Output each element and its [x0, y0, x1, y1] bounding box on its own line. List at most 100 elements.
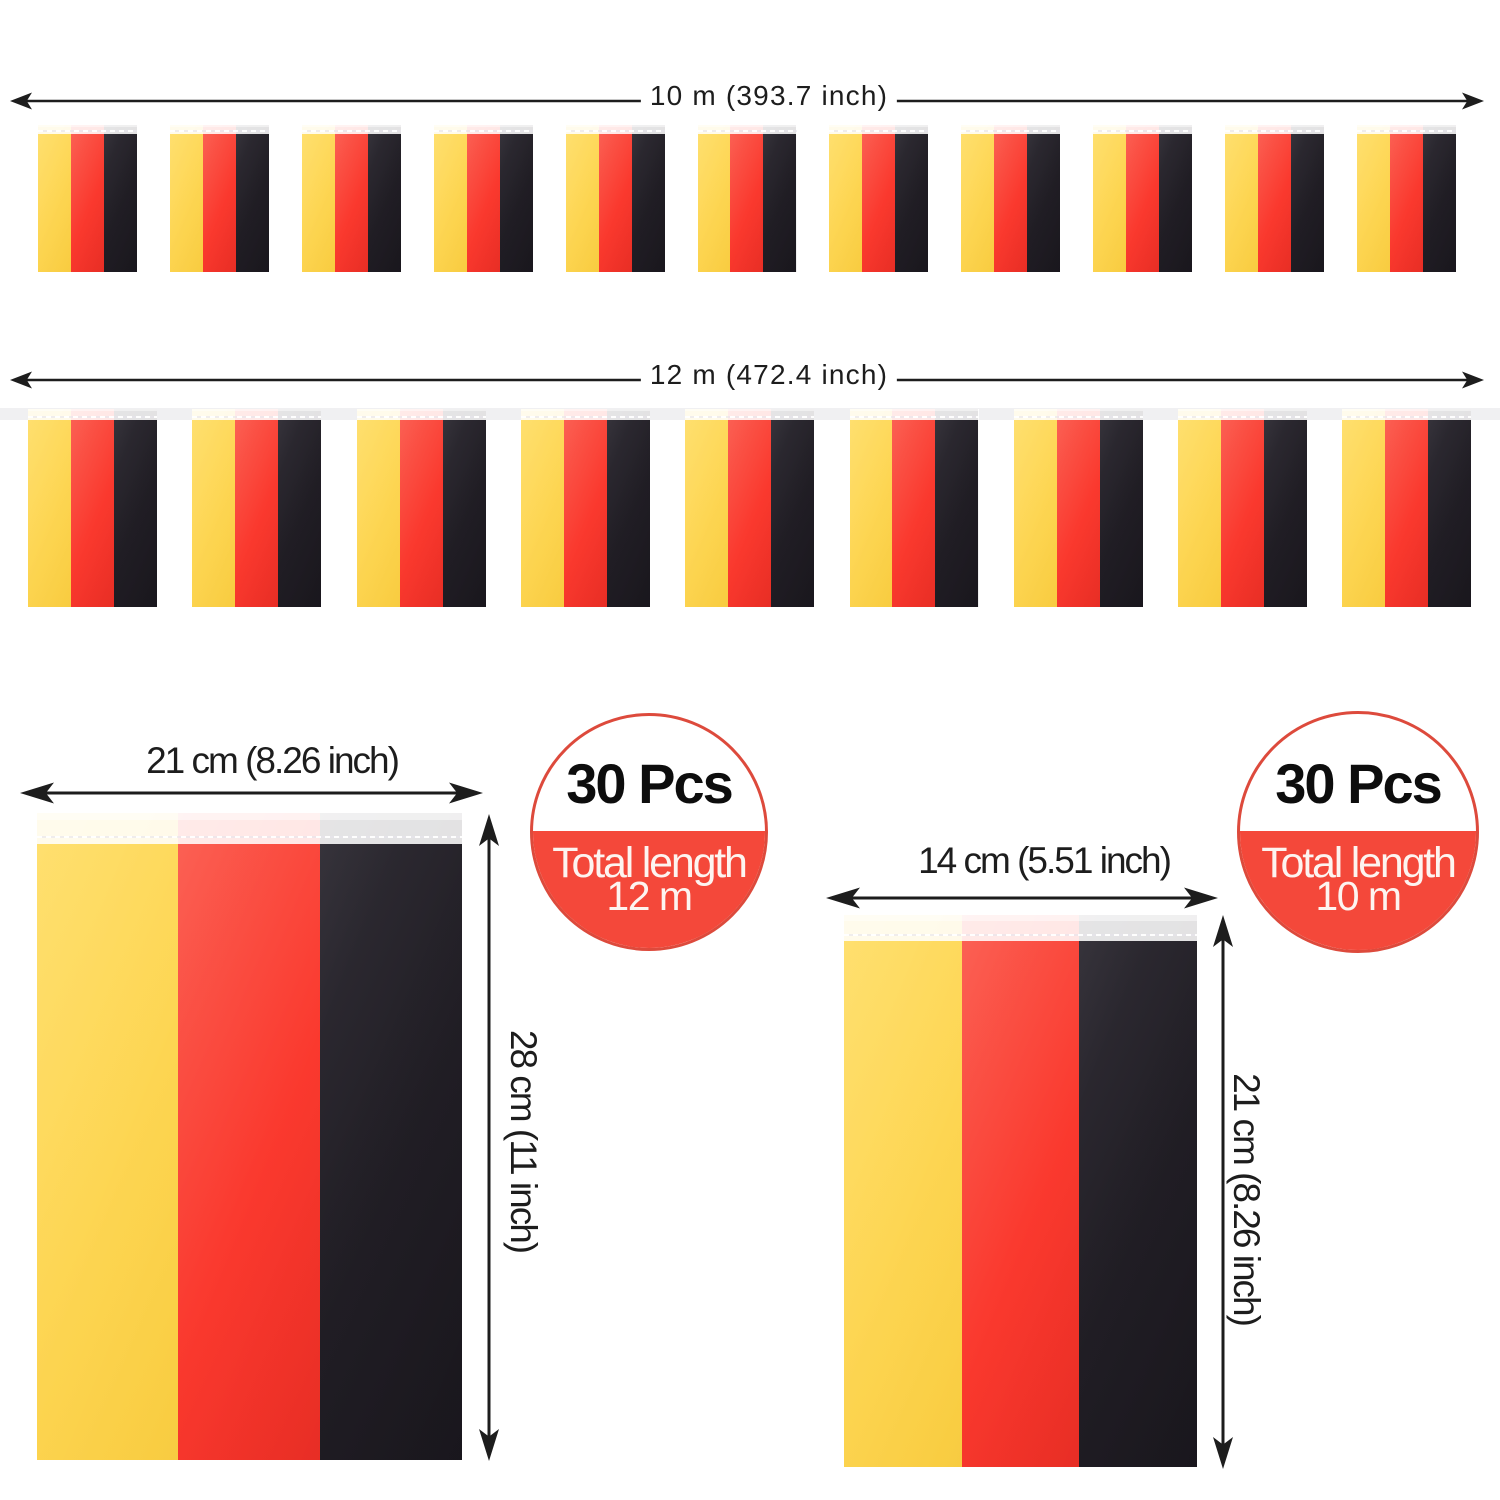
yellow-stripe	[192, 409, 236, 607]
red-stripe	[334, 125, 368, 272]
badge-10m-red-half	[1240, 831, 1476, 950]
red-stripe	[728, 409, 772, 607]
badge-12m: 30 Pcs Total length 12 m	[530, 713, 768, 951]
badge-10m-total-length: Total length	[1261, 838, 1457, 887]
black-stripe	[631, 125, 665, 272]
fabric-sheen	[1342, 409, 1472, 607]
yellow-stripe	[1093, 125, 1127, 272]
width-arrow-14cm	[826, 887, 1218, 909]
red-stripe	[399, 409, 443, 607]
black-stripe	[1291, 125, 1325, 272]
yellow-stripe	[1225, 125, 1259, 272]
fabric-sheen	[849, 409, 979, 607]
flag-sleeve	[829, 125, 929, 134]
black-stripe	[1027, 125, 1061, 272]
yellow-stripe	[565, 125, 599, 272]
black-stripe	[278, 409, 322, 607]
black-stripe	[1422, 125, 1456, 272]
yellow-stripe	[520, 409, 564, 607]
flag-sleeve	[697, 125, 797, 134]
yellow-stripe	[36, 813, 179, 1460]
german-flag	[1225, 125, 1325, 272]
fabric-sheen	[844, 915, 1197, 1467]
black-stripe	[442, 409, 486, 607]
fabric-sheen	[433, 125, 533, 272]
black-stripe	[1079, 915, 1197, 1467]
flag-sleeve	[520, 409, 650, 420]
garland-length-label-12m: 12 m (472.4 inch)	[640, 359, 898, 391]
red-stripe	[730, 125, 764, 272]
fabric-sheen	[356, 409, 486, 607]
german-flag	[192, 409, 322, 607]
black-stripe	[103, 125, 137, 272]
fabric-sheen	[301, 125, 401, 272]
badge-12m-red-half	[533, 831, 765, 948]
german-flag	[1013, 409, 1143, 607]
black-stripe	[235, 125, 269, 272]
red-stripe	[202, 125, 236, 272]
yellow-stripe	[301, 125, 335, 272]
german-flag	[28, 409, 157, 607]
fabric-sheen	[685, 409, 815, 607]
yellow-stripe	[1013, 409, 1057, 607]
fabric-sheen	[520, 409, 650, 607]
red-stripe	[235, 409, 279, 607]
fabric-sheen	[1178, 409, 1308, 607]
black-stripe	[763, 125, 797, 272]
red-stripe	[598, 125, 632, 272]
red-stripe	[1056, 409, 1100, 607]
german-flag	[1178, 409, 1308, 607]
badge-12m-total-length: Total length	[552, 838, 748, 887]
yellow-stripe	[697, 125, 731, 272]
fabric-sheen	[1093, 125, 1193, 272]
fabric-sheen	[28, 409, 157, 607]
black-stripe	[895, 125, 929, 272]
flag-sleeve	[849, 409, 979, 420]
yellow-stripe	[356, 409, 400, 607]
badge-10m: 30 Pcs Total length 10 m	[1237, 711, 1479, 953]
yellow-stripe	[433, 125, 467, 272]
yellow-stripe	[829, 125, 863, 272]
yellow-stripe	[28, 409, 72, 607]
red-stripe	[1221, 409, 1265, 607]
height-label-21cm: 21 cm (8.26 inch)	[1226, 1073, 1267, 1325]
badge-10m-pieces: 30 Pcs	[1275, 751, 1442, 815]
flag-sleeve	[1178, 409, 1308, 420]
flag-sleeve	[1357, 125, 1456, 134]
width-label-21cm: 21 cm (8.26 inch)	[146, 740, 400, 781]
yellow-stripe	[38, 125, 72, 272]
red-stripe	[994, 125, 1028, 272]
german-flag	[1093, 125, 1193, 272]
black-stripe	[1099, 409, 1143, 607]
fabric-sheen	[36, 813, 462, 1460]
black-stripe	[499, 125, 533, 272]
flag-sleeve	[1093, 125, 1193, 134]
fabric-sheen	[961, 125, 1061, 272]
german-flag	[356, 409, 486, 607]
red-stripe	[563, 409, 607, 607]
german-flag	[36, 813, 462, 1460]
german-flag	[829, 125, 929, 272]
flag-sleeve	[356, 409, 486, 420]
german-flag	[697, 125, 797, 272]
black-stripe	[606, 409, 650, 607]
flag-sleeve	[38, 125, 137, 134]
height-arrow-21cm	[1213, 915, 1233, 1469]
width-arrow-21cm	[20, 782, 483, 804]
german-flag	[961, 125, 1061, 272]
flag-sleeve	[1225, 125, 1325, 134]
fabric-sheen	[829, 125, 929, 272]
badge-12m-pieces: 30 Pcs	[566, 751, 733, 815]
red-stripe	[892, 409, 936, 607]
yellow-stripe	[685, 409, 729, 607]
fabric-sheen	[1225, 125, 1325, 272]
german-flag	[849, 409, 979, 607]
fabric-sheen	[1357, 125, 1456, 272]
german-flag	[685, 409, 815, 607]
flag-sleeve	[192, 409, 322, 420]
red-stripe	[1126, 125, 1160, 272]
red-stripe	[1385, 409, 1429, 607]
red-stripe	[70, 125, 105, 272]
red-stripe	[961, 915, 1080, 1467]
